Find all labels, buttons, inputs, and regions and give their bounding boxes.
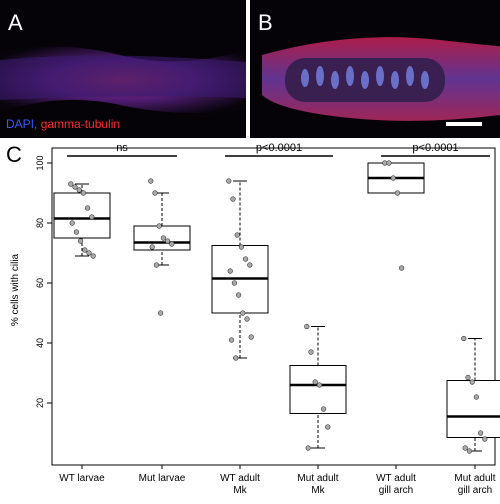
data-point [469, 379, 475, 385]
x-tick-label: WT larvae [59, 473, 105, 484]
data-point [325, 424, 331, 430]
data-point [230, 196, 236, 202]
data-point [226, 178, 232, 184]
data-point [482, 436, 488, 442]
data-point [77, 238, 84, 244]
data-point [399, 265, 405, 271]
data-point [158, 310, 164, 316]
data-point [394, 190, 401, 196]
data-point [243, 256, 249, 262]
data-point [149, 244, 155, 250]
data-point [390, 175, 396, 181]
data-point [244, 316, 250, 322]
data-point [153, 262, 159, 268]
data-point [312, 379, 318, 385]
data-point [73, 229, 79, 235]
data-point [160, 235, 166, 241]
box [289, 365, 347, 414]
panel-label: B [258, 10, 273, 35]
y-tick-label: 60 [35, 278, 45, 288]
data-point [461, 335, 467, 342]
y-tick-label: 20 [35, 398, 45, 408]
data-point [231, 280, 237, 286]
data-point [148, 178, 154, 184]
data-point [386, 160, 392, 166]
data-point [248, 334, 254, 340]
plot-frame [51, 147, 496, 466]
box [446, 380, 500, 438]
data-point [466, 448, 473, 454]
scale-bar [446, 122, 482, 126]
data-point [304, 323, 310, 330]
stain-legend: DAPI, gamma-tubulin [6, 117, 120, 131]
data-point [305, 445, 311, 451]
data-point [72, 184, 78, 190]
data-point [247, 262, 253, 268]
data-point [240, 310, 246, 316]
data-point [236, 292, 242, 298]
data-point [233, 355, 239, 361]
data-point [90, 253, 96, 259]
data-point [227, 268, 233, 274]
data-point [152, 190, 158, 196]
y-tick-label: 40 [35, 338, 45, 348]
data-point [478, 430, 484, 436]
stain-dapi: DAPI, [6, 117, 37, 131]
box [53, 192, 111, 239]
y-tick-label: 80 [35, 218, 45, 228]
data-point [82, 247, 88, 253]
data-point [316, 382, 323, 388]
data-point [76, 187, 82, 193]
comparison-label: p<0.0001 [412, 142, 458, 154]
nuclei [301, 66, 429, 89]
y-axis-label: % cells with cilia [10, 253, 21, 326]
data-point [465, 374, 471, 381]
data-point [68, 181, 74, 187]
data-point [86, 250, 92, 256]
data-point [69, 220, 75, 226]
y-tick-label: 100 [35, 155, 45, 170]
x-tick-label: Mut adult Mk [297, 473, 338, 496]
data-point [156, 223, 162, 229]
panel-label: C [6, 142, 22, 167]
x-tick-label: Mut larvae [139, 473, 186, 484]
data-point [84, 205, 91, 211]
tissue-a-core [0, 55, 246, 100]
data-point [238, 244, 244, 250]
data-point [80, 190, 86, 196]
data-point [234, 232, 240, 238]
data-point [89, 214, 95, 220]
data-point [473, 394, 480, 400]
data-point [462, 445, 468, 451]
data-point [321, 406, 327, 412]
data-point [229, 337, 235, 343]
comparison-label: p<0.0001 [256, 142, 302, 154]
x-tick-label: WT adult gill arch [376, 473, 416, 496]
x-tick-label: WT adult Mk [220, 473, 260, 496]
data-point [308, 349, 314, 355]
x-tick-label: Mut adult gill arch [454, 473, 495, 496]
comparison-label: ns [116, 142, 128, 154]
panel-label: A [8, 10, 23, 35]
stain-tubulin: gamma-tubulin [41, 117, 120, 131]
data-point [169, 241, 175, 247]
data-point [165, 238, 171, 244]
